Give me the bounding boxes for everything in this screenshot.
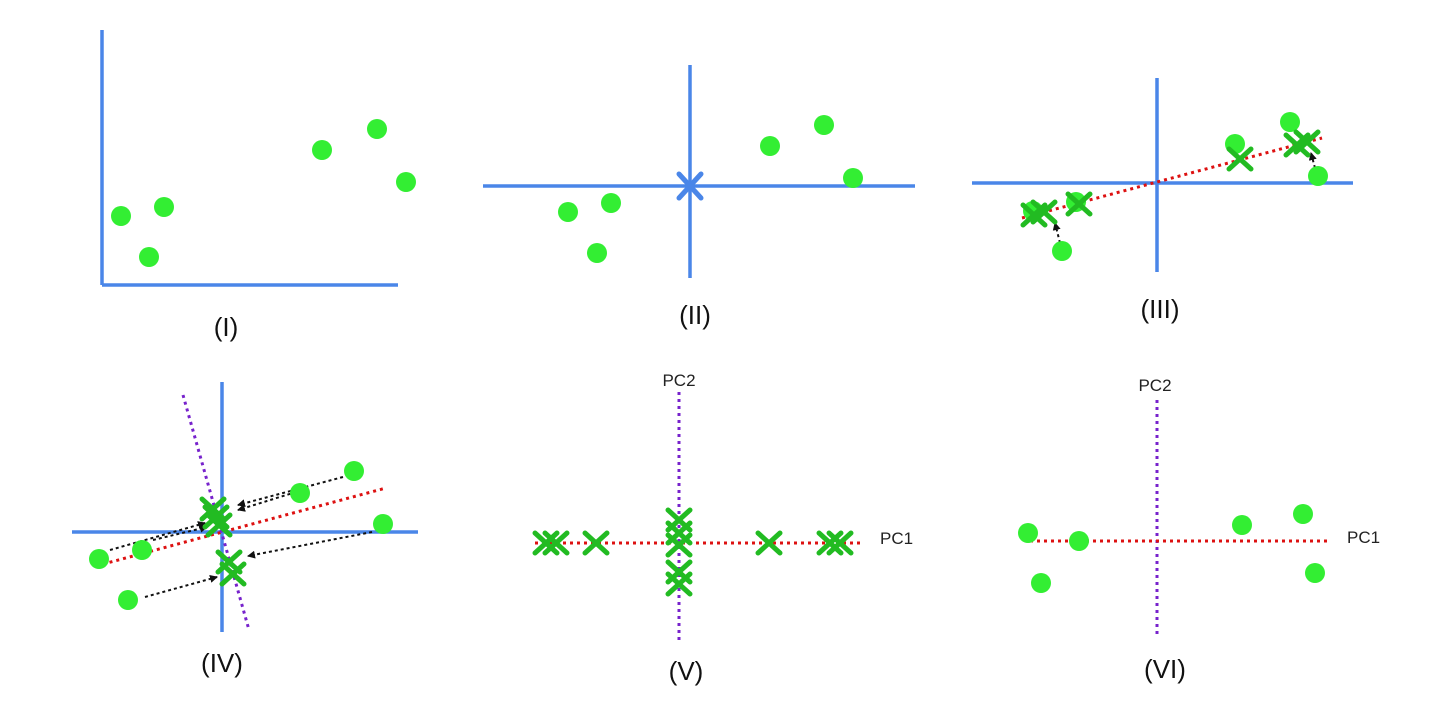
pc2-line (181, 394, 251, 631)
pc2-label: PC2 (662, 371, 695, 390)
panel-4: (IV) (72, 382, 418, 678)
panel-caption: (VI) (1144, 654, 1186, 684)
panel-caption: (I) (214, 312, 239, 342)
data-point (1232, 515, 1252, 535)
projection-arrow (1308, 152, 1317, 169)
data-point (154, 197, 174, 217)
projection-arrow (1052, 222, 1061, 244)
data-point (1018, 523, 1038, 543)
panel-caption: (V) (669, 656, 704, 686)
data-point (1280, 112, 1300, 132)
data-point (843, 168, 863, 188)
panel-5: PC2 PC1 (V) (535, 371, 913, 686)
data-point (601, 193, 621, 213)
data-point (312, 140, 332, 160)
data-point (118, 590, 138, 610)
data-point (373, 514, 393, 534)
projection-arrow (237, 491, 297, 512)
data-point (396, 172, 416, 192)
data-point (814, 115, 834, 135)
data-point (1069, 531, 1089, 551)
projection-arrow (109, 521, 206, 551)
pc1-label: PC1 (880, 529, 913, 548)
data-point (89, 549, 109, 569)
data-point (587, 243, 607, 263)
data-point (1308, 166, 1328, 186)
panel-caption: (IV) (201, 648, 243, 678)
panel-2: (II) (483, 65, 915, 330)
data-point (1052, 241, 1072, 261)
pc2-label: PC2 (1138, 376, 1171, 395)
data-point (290, 483, 310, 503)
projection-arrow (144, 575, 218, 598)
projected-point-marker (668, 535, 690, 555)
projected-point-marker (585, 533, 607, 553)
projection-arrow (247, 531, 373, 559)
panel-caption: (II) (679, 300, 711, 330)
data-point (344, 461, 364, 481)
data-point (139, 247, 159, 267)
panel-caption: (III) (1141, 294, 1180, 324)
data-point (1031, 573, 1051, 593)
panel-1: (I) (100, 30, 416, 342)
data-point (367, 119, 387, 139)
data-point (1305, 563, 1325, 583)
mean-cross-marker (676, 171, 704, 201)
data-point (111, 206, 131, 226)
pc1-label: PC1 (1347, 528, 1380, 547)
data-point (558, 202, 578, 222)
data-point (1293, 504, 1313, 524)
data-point (132, 540, 152, 560)
panel-3: (III) (972, 78, 1353, 324)
panel-6: PC2 PC1 (VI) (1018, 376, 1380, 684)
data-point (760, 136, 780, 156)
